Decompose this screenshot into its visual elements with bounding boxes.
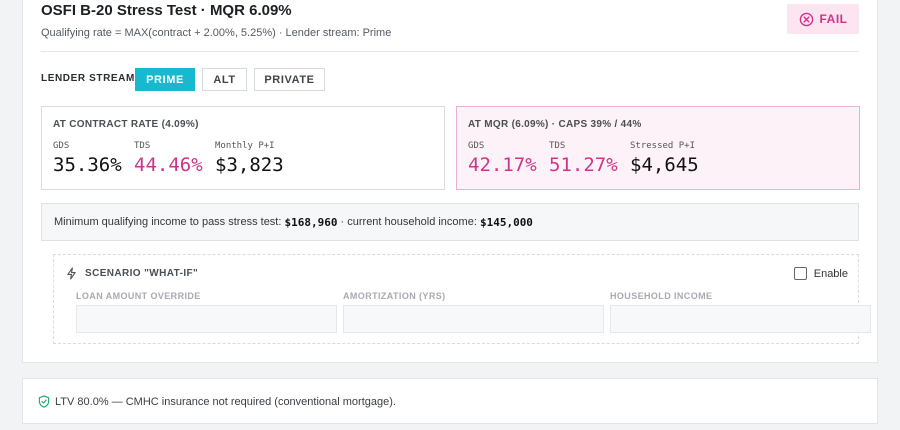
amortization-input[interactable]	[343, 305, 604, 333]
stream-option-alt[interactable]: ALT	[202, 68, 247, 91]
ltv-note-text: LTV 80.0% — CMHC insurance not required …	[55, 395, 396, 408]
shield-check-icon	[38, 395, 50, 408]
whatif-title-text: SCENARIO "WHAT-IF"	[85, 268, 199, 279]
contract-panel-heading: AT CONTRACT RATE (4.09%)	[53, 119, 199, 130]
whatif-title: SCENARIO "WHAT-IF"	[66, 267, 198, 280]
metric-label: TDS	[549, 141, 566, 151]
status-label: FAIL	[819, 12, 848, 26]
metric-label: Stressed P+I	[630, 141, 696, 151]
metric-value: $3,823	[215, 154, 284, 176]
enable-toggle[interactable]: Enable	[793, 267, 848, 280]
amortization-label: AMORTIZATION (YRS)	[343, 291, 446, 301]
whatif-scenario-panel: SCENARIO "WHAT-IF" Enable LOAN AMOUNT OV…	[53, 254, 871, 344]
contract-gds-metric: GDS 35.36%	[53, 141, 122, 176]
ltv-note: LTV 80.0% — CMHC insurance not required …	[38, 395, 396, 408]
contract-pi-metric: Monthly P+I $3,823	[215, 141, 284, 176]
enable-checkbox[interactable]	[793, 267, 807, 280]
mqr-stressed-pi-metric: Stressed P+I $4,645	[630, 141, 699, 176]
contract-rate-panel: AT CONTRACT RATE (4.09%) GDS 35.36% TDS …	[41, 106, 445, 190]
metric-value: 44.46%	[134, 154, 203, 176]
lightning-icon	[67, 267, 76, 280]
stream-option-private[interactable]: PRIVATE	[254, 68, 325, 91]
household-income-input[interactable]	[610, 305, 871, 333]
mqr-panel-heading: AT MQR (6.09%) · CAPS 39% / 44%	[468, 119, 642, 130]
contract-tds-metric: TDS 44.46%	[134, 141, 203, 176]
qualifying-rate-subtitle: Qualifying rate = MAX(contract + 2.00%, …	[41, 27, 392, 39]
status-badge: FAIL	[787, 4, 859, 34]
metric-value: 35.36%	[53, 154, 122, 176]
divider	[41, 51, 859, 52]
mqr-gds-metric: GDS 42.17%	[468, 141, 537, 176]
stream-option-prime[interactable]: PRIME	[135, 68, 195, 91]
stress-test-card: OSFI B-20 Stress Test · MQR 6.09% Qualif…	[22, 0, 878, 363]
income-middle: · current household income:	[340, 216, 477, 228]
enable-label: Enable	[813, 267, 848, 280]
metric-value: 42.17%	[468, 154, 537, 176]
metric-label: Monthly P+I	[215, 141, 275, 151]
x-circle-icon	[799, 12, 813, 26]
income-prefix: Minimum qualifying income to pass stress…	[54, 216, 282, 228]
metric-label: GDS	[468, 141, 485, 151]
metric-label: TDS	[134, 141, 151, 151]
mqr-tds-metric: TDS 51.27%	[549, 141, 618, 176]
qualifying-income-summary: Minimum qualifying income to pass stress…	[41, 203, 859, 241]
mqr-panel: AT MQR (6.09%) · CAPS 39% / 44% GDS 42.1…	[456, 106, 860, 190]
loan-amount-input[interactable]	[76, 305, 337, 333]
page-title: OSFI B-20 Stress Test · MQR 6.09%	[41, 2, 292, 19]
min-income-value: $168,960	[284, 215, 338, 229]
metric-value: $4,645	[630, 154, 699, 176]
household-income-label: HOUSEHOLD INCOME	[610, 291, 713, 301]
metric-label: GDS	[53, 141, 70, 151]
loan-amount-label: LOAN AMOUNT OVERRIDE	[76, 291, 201, 301]
ltv-note-card: LTV 80.0% — CMHC insurance not required …	[22, 378, 878, 424]
lender-stream-label: LENDER STREAM	[41, 73, 135, 84]
current-income-value: $145,000	[479, 215, 533, 229]
metric-value: 51.27%	[549, 154, 618, 176]
